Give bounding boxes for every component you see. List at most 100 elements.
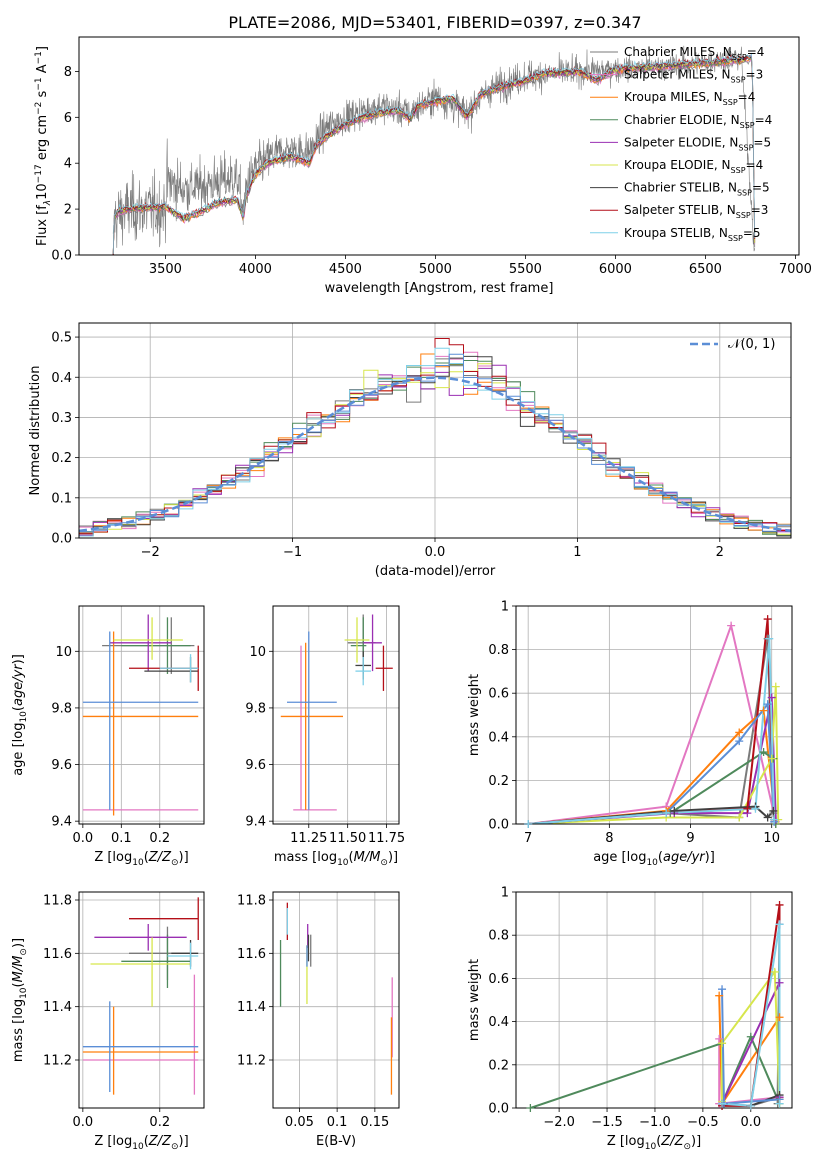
y-tick-label: 11.2 bbox=[43, 1054, 72, 1069]
mass-weight-vs-age-axes-frame bbox=[515, 605, 793, 825]
mass-weight-line bbox=[528, 638, 775, 824]
legend-subscript: SSP bbox=[723, 98, 738, 107]
residuals-axes-plot-area bbox=[79, 338, 791, 538]
x-tick-label: 1 bbox=[573, 545, 581, 560]
spectrum-data-line bbox=[112, 45, 755, 252]
y-tick-label: 0.6 bbox=[488, 687, 509, 702]
x-tick-label: −2.0 bbox=[543, 1115, 575, 1130]
mass-weight-marker bbox=[735, 728, 744, 737]
mass-vs-z-ylabel: mass [log10(M/M⊙)] bbox=[11, 938, 29, 1062]
y-tick-label: 8 bbox=[64, 65, 72, 80]
age-vs-mass-xlabel-part: mass [log bbox=[274, 850, 337, 865]
mass-weight-vs-z-xlabel-part: Z/Z bbox=[660, 1134, 684, 1149]
age-vs-z-xlabel-part: )] bbox=[179, 850, 189, 865]
spectrum-legend: Chabrier MILES, NSSP=4 Salpeter MILES, NS… bbox=[590, 45, 772, 243]
mass-weight-marker bbox=[763, 813, 772, 822]
x-tick-label: 7000 bbox=[779, 262, 812, 277]
mass-vs-ebv-axes-plot-area bbox=[279, 902, 393, 1095]
age-vs-mass-xlabel: mass [log10(M/M⊙)] bbox=[274, 850, 398, 868]
y-tick-label: 0.0 bbox=[488, 818, 509, 833]
legend-subscript: SSP bbox=[737, 189, 752, 198]
legend-n-value: =4 bbox=[747, 45, 765, 59]
y-tick-label: 9.6 bbox=[245, 758, 266, 773]
mass-vs-z-axes-plot-area bbox=[82, 897, 199, 1095]
y-tick-label: 11.8 bbox=[237, 894, 266, 909]
y-tick-label: 11.4 bbox=[43, 1000, 72, 1015]
mass-weight-vs-age-ylabel: mass weight bbox=[467, 674, 482, 756]
x-tick-label: 0.0 bbox=[425, 545, 446, 560]
legend-n-value: =3 bbox=[751, 203, 769, 217]
x-tick-label: 0.0 bbox=[73, 831, 94, 846]
mass-weight-marker bbox=[715, 1034, 724, 1043]
y-tick-label: 0.2 bbox=[488, 774, 509, 789]
age-vs-z-xlabel-part: Z [log bbox=[94, 850, 132, 865]
y-tick-label: 9.4 bbox=[51, 815, 72, 830]
spectrum-ylabel-part: λ bbox=[43, 200, 53, 206]
spectrum-ylabel-part: 10 bbox=[35, 183, 50, 200]
x-tick-label: −1.0 bbox=[639, 1115, 671, 1130]
y-tick-label: 0.2 bbox=[488, 1058, 509, 1073]
mass-weight-marker bbox=[775, 978, 784, 987]
x-tick-label: 10 bbox=[763, 831, 780, 846]
mass-vs-z-xlabel-part: Z/Z bbox=[148, 1134, 172, 1149]
x-tick-label: −2 bbox=[141, 545, 160, 560]
x-tick-label: 0.05 bbox=[285, 1115, 314, 1130]
spectrum-ylabel-part: −1 bbox=[34, 51, 44, 64]
x-tick-label: 0.2 bbox=[149, 1115, 170, 1130]
x-tick-label: 0.2 bbox=[149, 831, 170, 846]
mass-weight-marker bbox=[763, 700, 772, 709]
mass-vs-z-ylabel-part: )] bbox=[11, 938, 26, 948]
mass-weight-vs-age-xlabel-part: )] bbox=[705, 850, 715, 865]
mass-weight-marker bbox=[767, 754, 776, 763]
mass-weight-vs-z-axes: −2.0 −1.5 −1.0 −0.5 0.0 0.0 0.2 0.4 0.6 0.8 1 Z [lo… bbox=[467, 886, 793, 1152]
y-tick-label: 6 bbox=[64, 111, 72, 126]
mass-weight-marker bbox=[727, 621, 736, 630]
mass-weight-marker bbox=[746, 1032, 755, 1041]
mass-weight-marker bbox=[524, 820, 533, 828]
mass-weight-line bbox=[528, 686, 780, 824]
mass-weight-line bbox=[721, 969, 781, 1104]
age-vs-mass-xlabel-part: ( bbox=[349, 850, 354, 865]
spectrum-ylabel-part: −1 bbox=[34, 77, 44, 90]
legend-entry-label: Chabrier STELIB, NSSP=5 bbox=[624, 181, 770, 198]
spectrum-ylabel-part: A bbox=[35, 64, 50, 77]
figure-title: PLATE=2086, MJD=53401, FIBERID=0397, z=0… bbox=[228, 13, 641, 32]
mass-weight-marker bbox=[771, 682, 780, 691]
y-tick-label: 0.5 bbox=[51, 331, 72, 346]
age-vs-mass-axes-frame bbox=[272, 605, 400, 825]
age-vs-z-ylabel-part: age/yr bbox=[11, 663, 26, 706]
x-tick-label: 5000 bbox=[419, 262, 452, 277]
mass-weight-marker bbox=[526, 1104, 535, 1112]
mass-weight-marker bbox=[718, 1039, 727, 1048]
legend-n-value: =5 bbox=[743, 226, 761, 240]
legend-n-value: =4 bbox=[746, 158, 764, 172]
mass-weight-vs-age-xlabel-part: age [log bbox=[593, 850, 646, 865]
legend-entry-label: Kroupa ELODIE, NSSP=4 bbox=[624, 158, 763, 175]
x-tick-label: 3500 bbox=[149, 262, 182, 277]
spectrum-axes: 3500 4000 4500 5000 5500 6000 6500 7000 0.0 2 4 6 8 C… bbox=[34, 36, 812, 296]
mass-weight-marker bbox=[769, 806, 778, 815]
mass-weight-marker bbox=[735, 737, 744, 746]
mass-weight-line bbox=[528, 701, 776, 824]
mass-weight-marker bbox=[735, 813, 744, 822]
age-vs-mass-xlabel-part: )] bbox=[388, 850, 398, 865]
mass-weight-marker bbox=[775, 1013, 784, 1022]
legend-subscript: SSP bbox=[738, 143, 753, 152]
age-vs-mass-axes-plot-area bbox=[280, 614, 393, 811]
mass-weight-marker bbox=[767, 693, 776, 702]
age-vs-z-xlabel-part: Z/Z bbox=[148, 850, 172, 865]
mass-weight-vs-z-axes-plot-area bbox=[530, 904, 781, 1108]
spectrum-ylabel-part: −17 bbox=[34, 164, 44, 183]
x-tick-label: 0.1 bbox=[111, 831, 132, 846]
legend-subscript: SSP bbox=[731, 166, 746, 175]
age-vs-z-ylabel: age [log10(age/yr)] bbox=[11, 654, 29, 776]
y-tick-label: 10 bbox=[249, 645, 266, 660]
legend-n-value: =5 bbox=[753, 135, 771, 149]
residual-histogram bbox=[79, 353, 791, 538]
mass-weight-marker bbox=[746, 1101, 755, 1110]
mass-vs-z-ylabel-part: ⊙ bbox=[19, 948, 29, 956]
age-vs-z-ylabel-part: age [log bbox=[11, 723, 26, 776]
y-tick-label: 9.4 bbox=[245, 815, 266, 830]
mass-weight-marker bbox=[759, 706, 768, 715]
